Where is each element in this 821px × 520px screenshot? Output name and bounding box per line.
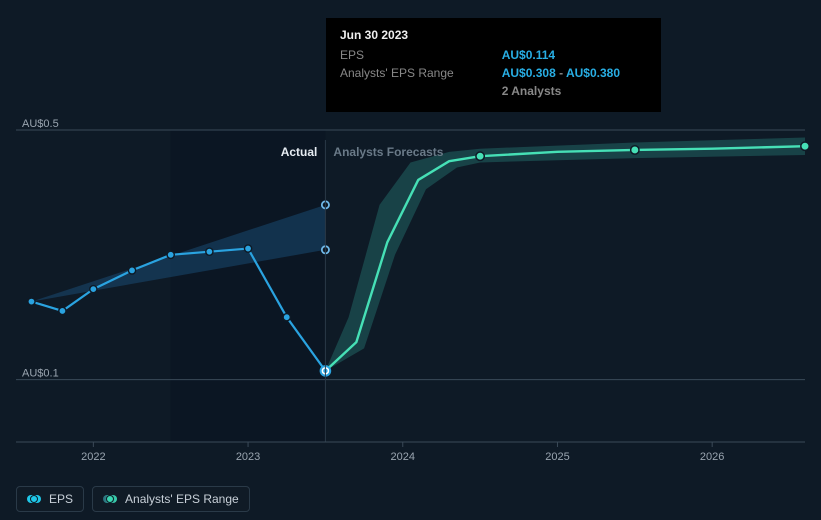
chart-tooltip: Jun 30 2023 EPS AU$0.114 Analysts' EPS R… bbox=[326, 18, 661, 112]
svg-text:2026: 2026 bbox=[700, 451, 724, 463]
legend-item-range[interactable]: Analysts' EPS Range bbox=[92, 486, 250, 512]
svg-text:2024: 2024 bbox=[391, 451, 415, 463]
svg-text:AU$0.5: AU$0.5 bbox=[22, 118, 59, 130]
svg-text:2025: 2025 bbox=[545, 451, 569, 463]
legend-label-range: Analysts' EPS Range bbox=[125, 492, 239, 506]
svg-text:Actual: Actual bbox=[281, 145, 318, 159]
eps-chart: AU$0.1 AU$0.5 Actual Analysts Forecasts 2022… bbox=[0, 0, 821, 520]
tooltip-eps-label: EPS bbox=[340, 46, 502, 64]
svg-text:AU$0.1: AU$0.1 bbox=[22, 368, 59, 380]
tooltip-range-sep: - bbox=[556, 66, 566, 80]
tooltip-range-low: AU$0.308 bbox=[502, 66, 556, 80]
tooltip-date: Jun 30 2023 bbox=[340, 28, 647, 42]
tooltip-range-label: Analysts' EPS Range bbox=[340, 64, 502, 82]
chart-legend: EPS Analysts' EPS Range bbox=[16, 486, 250, 512]
legend-swatch-eps bbox=[27, 495, 41, 503]
tooltip-eps-value: AU$0.114 bbox=[502, 48, 555, 62]
legend-swatch-range bbox=[103, 495, 117, 503]
legend-item-eps[interactable]: EPS bbox=[16, 486, 84, 512]
svg-text:Analysts Forecasts: Analysts Forecasts bbox=[333, 145, 443, 159]
tooltip-analysts: 2 Analysts bbox=[502, 84, 562, 98]
svg-text:2022: 2022 bbox=[81, 451, 105, 463]
legend-label-eps: EPS bbox=[49, 492, 73, 506]
tooltip-range-high: AU$0.380 bbox=[566, 66, 620, 80]
svg-text:2023: 2023 bbox=[236, 451, 260, 463]
